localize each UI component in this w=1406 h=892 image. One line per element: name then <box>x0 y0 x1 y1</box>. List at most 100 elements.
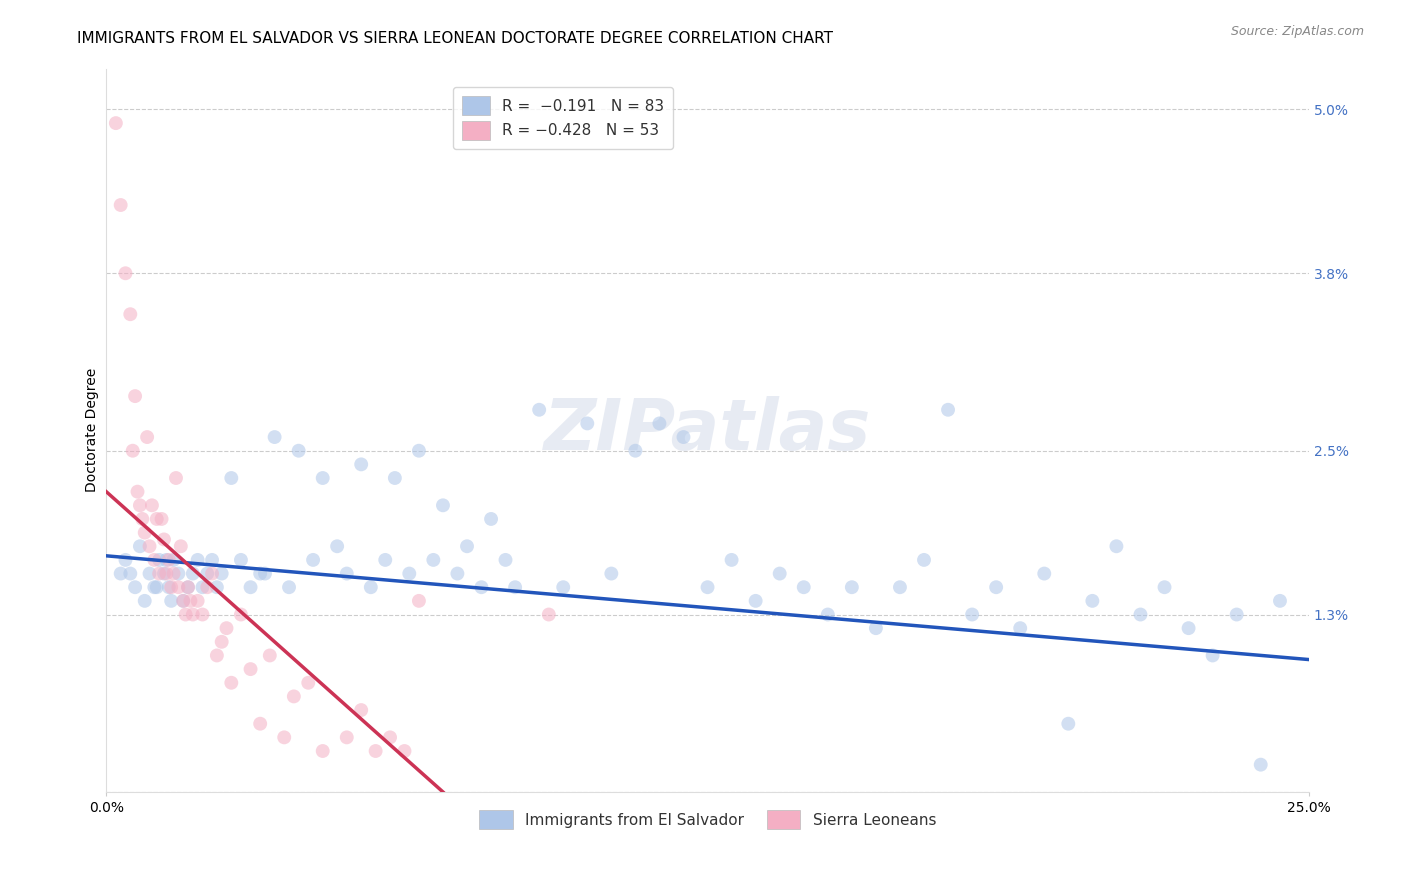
Text: IMMIGRANTS FROM EL SALVADOR VS SIERRA LEONEAN DOCTORATE DEGREE CORRELATION CHART: IMMIGRANTS FROM EL SALVADOR VS SIERRA LE… <box>77 31 834 46</box>
Point <box>145 580 167 594</box>
Point <box>360 580 382 594</box>
Point <box>394 744 416 758</box>
Point <box>174 607 197 622</box>
Point <box>408 443 430 458</box>
Point <box>495 553 517 567</box>
Point <box>1153 580 1175 594</box>
Point <box>195 580 218 594</box>
Point <box>1105 539 1128 553</box>
Point <box>143 580 166 594</box>
Point <box>1057 716 1080 731</box>
Point <box>195 566 218 581</box>
Point <box>398 566 420 581</box>
Point <box>817 607 839 622</box>
Point <box>201 553 224 567</box>
Point <box>170 539 193 553</box>
Point <box>205 580 228 594</box>
Point <box>384 471 406 485</box>
Point <box>336 731 359 745</box>
Point <box>696 580 718 594</box>
Point <box>374 553 396 567</box>
Point <box>191 607 214 622</box>
Point <box>259 648 281 663</box>
Point <box>131 512 153 526</box>
Point <box>187 594 209 608</box>
Point <box>793 580 815 594</box>
Point <box>297 675 319 690</box>
Point <box>162 566 184 581</box>
Point <box>239 580 262 594</box>
Point <box>143 553 166 567</box>
Point <box>1226 607 1249 622</box>
Point <box>160 594 183 608</box>
Point <box>326 539 349 553</box>
Point <box>191 580 214 594</box>
Point <box>221 675 243 690</box>
Text: Source: ZipAtlas.com: Source: ZipAtlas.com <box>1230 25 1364 38</box>
Point <box>104 116 127 130</box>
Point <box>136 430 159 444</box>
Point <box>138 539 160 553</box>
Point <box>148 553 170 567</box>
Point <box>110 198 132 212</box>
Point <box>124 580 146 594</box>
Point <box>865 621 887 635</box>
Point <box>720 553 742 567</box>
Point <box>432 498 454 512</box>
Point <box>312 471 335 485</box>
Point <box>211 566 233 581</box>
Point <box>157 553 180 567</box>
Point <box>336 566 359 581</box>
Point <box>172 594 194 608</box>
Point <box>769 566 792 581</box>
Point <box>129 539 152 553</box>
Point <box>249 566 271 581</box>
Point <box>249 716 271 731</box>
Point <box>177 580 200 594</box>
Point <box>167 566 190 581</box>
Point <box>1177 621 1199 635</box>
Point <box>239 662 262 676</box>
Point <box>350 703 373 717</box>
Point <box>160 580 183 594</box>
Legend: Immigrants from El Salvador, Sierra Leoneans: Immigrants from El Salvador, Sierra Leon… <box>472 804 942 835</box>
Point <box>162 553 184 567</box>
Point <box>527 402 550 417</box>
Point <box>537 607 560 622</box>
Point <box>229 553 252 567</box>
Point <box>889 580 911 594</box>
Point <box>145 512 167 526</box>
Point <box>1129 607 1152 622</box>
Point <box>364 744 387 758</box>
Point <box>153 533 176 547</box>
Point <box>350 458 373 472</box>
Point <box>576 417 599 431</box>
Point <box>936 402 959 417</box>
Point <box>1081 594 1104 608</box>
Point <box>624 443 647 458</box>
Point <box>422 553 444 567</box>
Point <box>155 566 177 581</box>
Point <box>278 580 301 594</box>
Point <box>181 566 204 581</box>
Point <box>141 498 163 512</box>
Point <box>150 512 173 526</box>
Point <box>1268 594 1291 608</box>
Point <box>456 539 478 553</box>
Point <box>470 580 492 594</box>
Point <box>479 512 502 526</box>
Point <box>648 417 671 431</box>
Point <box>211 635 233 649</box>
Point <box>172 594 194 608</box>
Point <box>1250 757 1272 772</box>
Point <box>986 580 1008 594</box>
Point <box>181 607 204 622</box>
Point <box>446 566 468 581</box>
Point <box>312 744 335 758</box>
Point <box>114 553 136 567</box>
Point <box>378 731 401 745</box>
Point <box>127 484 149 499</box>
Point <box>177 580 200 594</box>
Point <box>179 594 201 608</box>
Y-axis label: Doctorate Degree: Doctorate Degree <box>86 368 100 492</box>
